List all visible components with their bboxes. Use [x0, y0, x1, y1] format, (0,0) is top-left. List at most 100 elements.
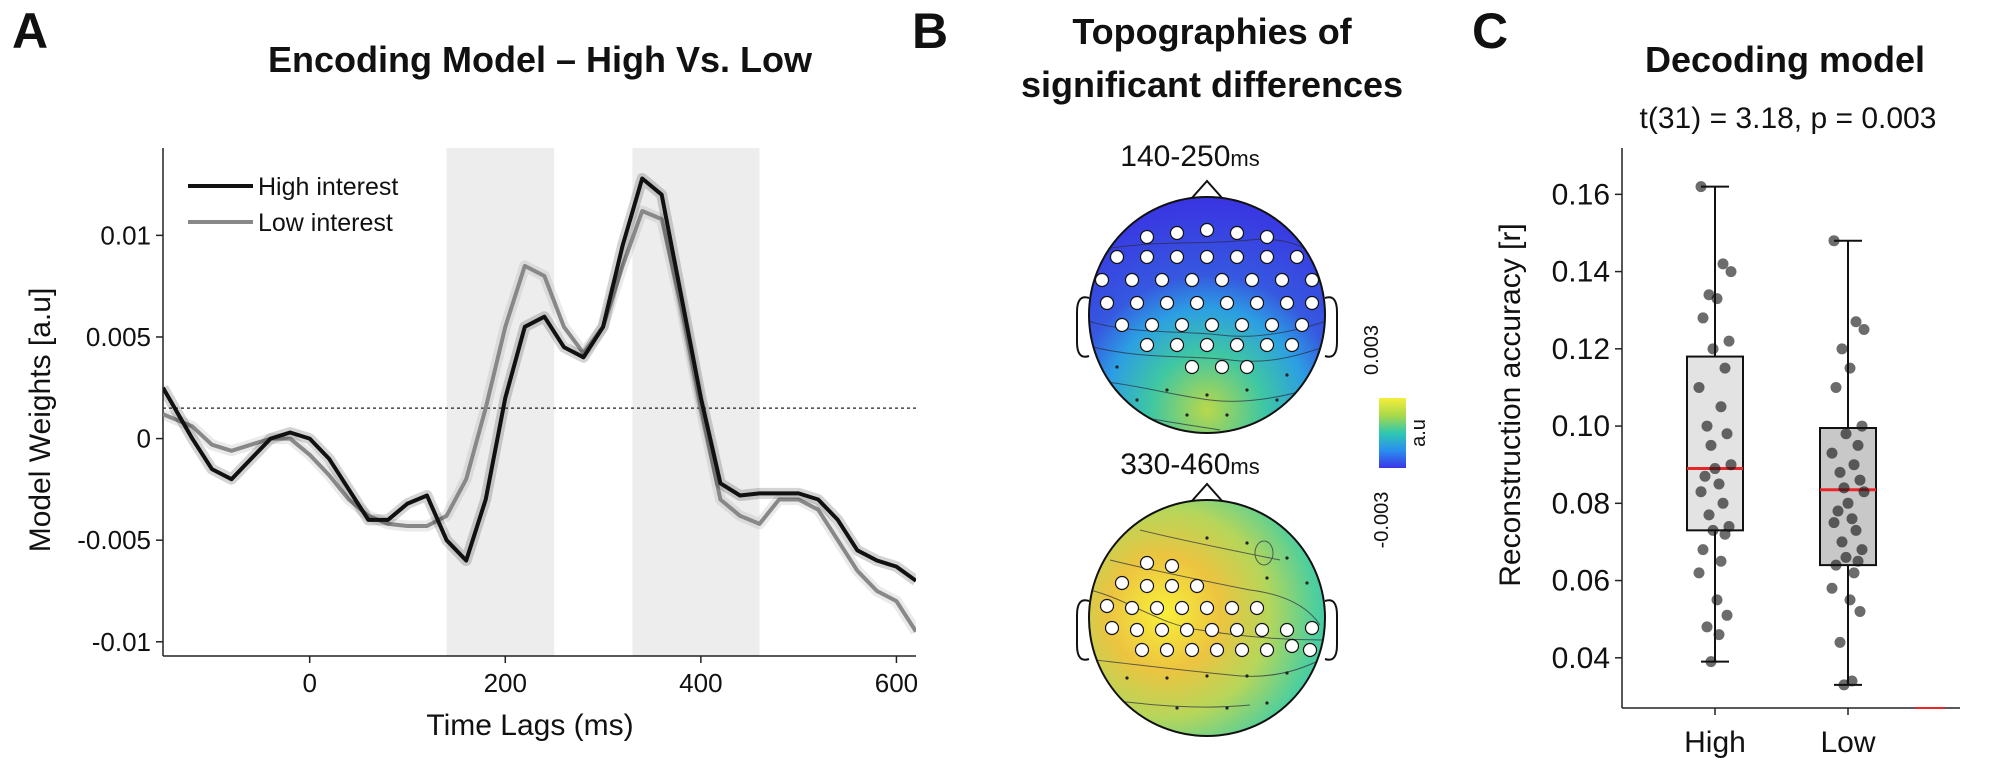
data-point-high: [1695, 486, 1707, 498]
significant-electrode: [1139, 229, 1155, 245]
data-point-high: [1711, 293, 1723, 305]
significant-electrode: [1159, 642, 1175, 658]
data-point-high: [1711, 594, 1723, 606]
significant-electrode: [1184, 642, 1200, 658]
panel-a-ytick-label: 0.01: [100, 220, 151, 250]
legend-label-high: High interest: [258, 173, 398, 201]
significant-electrode: [1204, 622, 1220, 638]
data-point-low: [1858, 324, 1870, 336]
significant-electrode: [1244, 272, 1260, 288]
significant-electrode: [1294, 317, 1310, 333]
significant-electrode: [1259, 229, 1275, 245]
data-point-high: [1719, 528, 1731, 540]
panel-c-ytick-label: 0.04: [1552, 642, 1610, 675]
significant-electrode: [1124, 272, 1140, 288]
significant-electrode: [1234, 642, 1250, 658]
significant-electrode: [1154, 272, 1170, 288]
significant-electrode: [1189, 295, 1205, 311]
electrode-dot: [1245, 674, 1249, 678]
panel-c-title: Decoding model: [1645, 39, 1925, 80]
significant-electrode: [1304, 295, 1320, 311]
significant-electrode: [1169, 225, 1185, 241]
electrode-dot: [1275, 398, 1279, 402]
decoding-box-plot: 0.04 0.06 0.08 0.10 0.12 0.14 0.16 High Low: [1552, 148, 1960, 759]
significant-window-2: [632, 148, 760, 656]
data-point-high: [1707, 524, 1719, 536]
panel-c-subtitle: t(31) = 3.18, p = 0.003: [1640, 102, 1937, 135]
electrode-dot: [1285, 373, 1289, 377]
significant-electrode: [1144, 317, 1160, 333]
significant-electrode: [1229, 622, 1245, 638]
topo2-label: 330-460ms: [1120, 448, 1259, 481]
data-point-low: [1836, 343, 1848, 355]
significant-electrode: [1139, 249, 1155, 265]
panel-b-title-word1: Topographies: [1072, 11, 1307, 52]
significant-electrode: [1259, 642, 1275, 658]
significant-electrode: [1164, 578, 1180, 594]
significant-electrode: [1139, 337, 1155, 353]
electrode-dot: [1285, 556, 1289, 560]
data-point-low: [1838, 482, 1850, 494]
panel-a-xtick-label: 400: [679, 668, 722, 698]
significant-electrode: [1129, 622, 1145, 638]
panel-c-xtick-label: High: [1684, 726, 1746, 759]
data-point-high: [1705, 656, 1717, 668]
data-point-low: [1830, 559, 1842, 571]
panel-c-ytick-label: 0.14: [1552, 256, 1610, 289]
panel-c-ytick-label: 0.06: [1552, 565, 1610, 598]
data-point-high: [1697, 312, 1709, 324]
data-point-high: [1701, 621, 1713, 633]
panel-b-title-line2: significant differences: [1021, 64, 1403, 105]
data-point-low: [1834, 466, 1846, 478]
significant-electrode: [1254, 622, 1270, 638]
panel-letter-c: C: [1472, 3, 1508, 59]
topo2-scalp: [1089, 500, 1325, 736]
data-point-low: [1846, 513, 1858, 525]
panel-a-ytick-label: -0.01: [92, 627, 151, 657]
significant-electrode: [1279, 622, 1295, 638]
data-point-low: [1856, 544, 1868, 556]
electrode-dot: [1165, 676, 1169, 680]
significant-electrode: [1289, 249, 1305, 265]
data-point-low: [1830, 381, 1842, 393]
panel-a-series: [163, 173, 916, 635]
data-point-low: [1828, 235, 1840, 247]
significant-window-1: [446, 148, 555, 656]
significant-electrode: [1114, 575, 1130, 591]
significant-electrode: [1114, 317, 1130, 333]
electrode-dot: [1245, 388, 1249, 392]
significant-electrode: [1259, 337, 1275, 353]
significant-electrode: [1304, 620, 1320, 636]
electrode-dot: [1165, 388, 1169, 392]
data-point-low: [1838, 679, 1850, 691]
topomap-140-250: [1076, 179, 1338, 434]
significant-electrode: [1234, 317, 1250, 333]
significant-electrode: [1229, 249, 1245, 265]
significant-electrode: [1224, 600, 1240, 616]
significant-electrode: [1284, 337, 1300, 353]
electrode-dot: [1185, 413, 1189, 417]
panel-b-title-word2: of: [1318, 11, 1353, 52]
significant-electrode: [1104, 620, 1120, 636]
panel-c-xtick-label: Low: [1820, 726, 1875, 759]
significant-electrode: [1154, 622, 1170, 638]
significant-electrode: [1184, 272, 1200, 288]
electrode-dot: [1205, 393, 1209, 397]
topo1-left-ear: [1076, 296, 1090, 358]
topo1-nose: [1190, 179, 1224, 200]
encoding-line-chart: -0.01 -0.005 0 0.005 0.01 0 200 400 600 High inte…: [77, 148, 918, 698]
data-point-high: [1725, 266, 1737, 278]
data-point-high: [1721, 428, 1733, 440]
topo1-outline: [1088, 196, 1326, 434]
panel-letter-a: A: [12, 3, 48, 59]
significant-electrode: [1169, 249, 1185, 265]
data-point-low: [1852, 555, 1864, 567]
data-point-high: [1709, 463, 1721, 475]
electrode-dot: [1125, 676, 1129, 680]
panel-c-ytick-label: 0.08: [1552, 487, 1610, 520]
significant-electrode: [1249, 295, 1265, 311]
data-point-low: [1826, 582, 1838, 594]
electrode-dot: [1285, 671, 1289, 675]
topo1-label: 140-250ms: [1120, 140, 1259, 173]
